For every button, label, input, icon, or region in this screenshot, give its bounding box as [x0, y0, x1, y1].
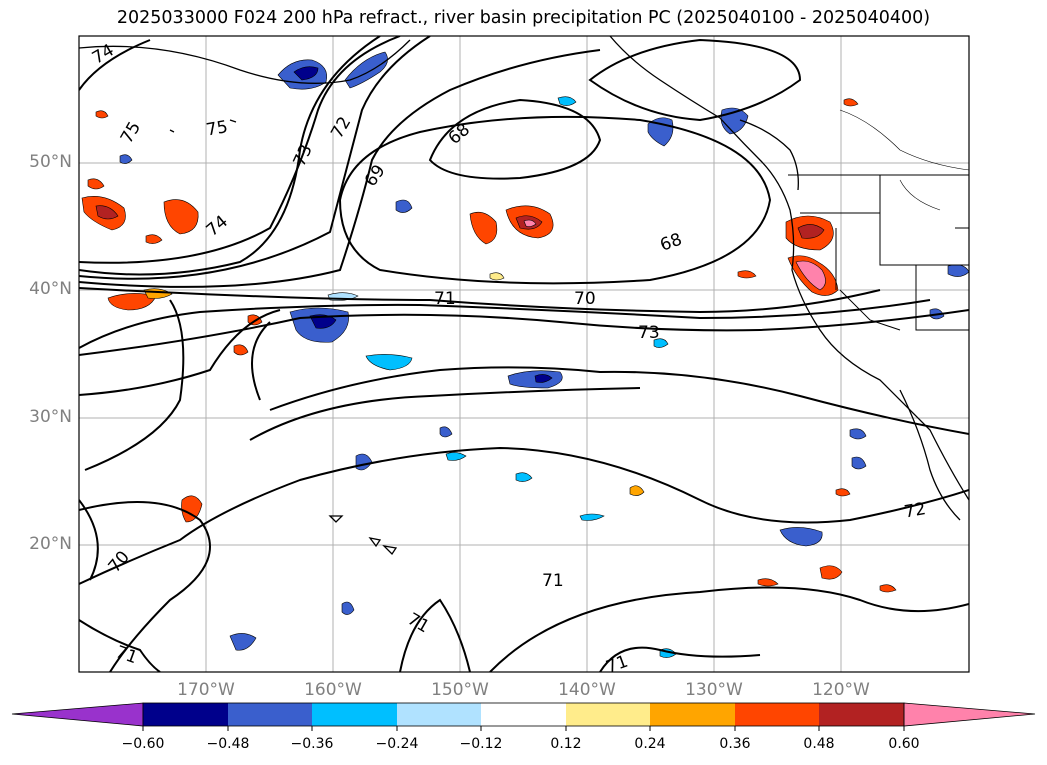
- contour-label: 71: [604, 652, 631, 678]
- lat-label-50n: 50°N: [29, 152, 72, 172]
- precip-patch: [309, 314, 337, 329]
- contour-label: 70: [574, 289, 596, 309]
- colorbar-tick-label: 0.48: [803, 736, 835, 752]
- colorbar-tick-label: 0.24: [634, 736, 666, 752]
- precip-patch: [233, 344, 249, 356]
- colorbar-bin: [143, 703, 228, 726]
- colorbar-tick-label: −0.24: [375, 736, 419, 752]
- contour-label: 73: [638, 323, 660, 343]
- precip-patch: [489, 272, 505, 281]
- inland-boundaries: [839, 109, 969, 211]
- contour-label: 75: [117, 118, 145, 147]
- colorbar-extend-low: [11, 702, 144, 727]
- precip-patch: [445, 452, 467, 461]
- precip-patch: [523, 219, 537, 227]
- lon-label-150w: 150°W: [431, 680, 489, 700]
- precip-patch: [849, 428, 867, 440]
- precip-patch: [365, 354, 413, 371]
- lon-label-140w: 140°W: [558, 680, 616, 700]
- contour-label: 75: [205, 117, 230, 140]
- precip-patch: [795, 260, 826, 291]
- lon-label-120w: 120°W: [812, 680, 870, 700]
- lat-label-30n: 30°N: [29, 407, 72, 427]
- colorbar-tick-label: 0.36: [719, 736, 751, 752]
- precip-patch: [107, 293, 157, 311]
- coastlines: [79, 36, 969, 556]
- colorbar-bin: [228, 703, 312, 726]
- colorbar-bin: [312, 703, 397, 726]
- precip-patch: [851, 456, 867, 470]
- contour-label: 72: [327, 113, 355, 142]
- precip-patch: [557, 96, 577, 106]
- precip-patch: [579, 513, 605, 521]
- colorbar-tick-label: 0.12: [550, 736, 582, 752]
- contour-label: 73: [290, 142, 317, 170]
- colorbar: [11, 702, 1036, 731]
- precip-patch: [879, 584, 897, 593]
- precip-patch: [344, 51, 388, 89]
- colorbar-tick-label: 0.60: [888, 736, 920, 752]
- precip-patch: [843, 98, 859, 107]
- precip-patch: [515, 472, 533, 482]
- precip-patch: [779, 527, 823, 547]
- precip-patch: [355, 453, 373, 471]
- precip-patch: [469, 211, 498, 245]
- colorbar-tick-label: −0.60: [121, 736, 165, 752]
- contour-label: 71: [542, 571, 564, 591]
- contour-label: 74: [89, 40, 118, 68]
- precip-patch: [534, 374, 553, 383]
- precip-patch: [229, 633, 257, 651]
- precip-patch: [819, 565, 843, 580]
- contour-label: 70: [105, 547, 134, 576]
- precip-patch: [163, 199, 199, 235]
- contour-label: 74: [203, 212, 232, 241]
- colorbar-tick-label: −0.36: [290, 736, 334, 752]
- lon-label-130w: 130°W: [685, 680, 743, 700]
- political-boundaries: [788, 174, 969, 331]
- precip-patch: [95, 205, 119, 220]
- precip-patch: [835, 488, 851, 497]
- contour-label: 72: [903, 499, 928, 522]
- lat-label-20n: 20°N: [29, 534, 72, 554]
- colorbar-bin: [397, 703, 481, 726]
- precip-patch: [145, 234, 163, 244]
- precip-patch: [797, 224, 825, 239]
- precip-patch: [293, 66, 319, 81]
- colorbar-bin: [819, 703, 904, 726]
- contour-label: 71: [434, 289, 456, 309]
- precip-patch: [653, 338, 669, 348]
- colorbar-tick-label: −0.48: [206, 736, 250, 752]
- lat-label-40n: 40°N: [29, 279, 72, 299]
- chart-title: 2025033000 F024 200 hPa refract., river …: [116, 8, 931, 28]
- colorbar-bin: [735, 703, 819, 726]
- precip-patch: [737, 270, 757, 279]
- colorbar-bin: [650, 703, 735, 726]
- precip-patch: [439, 426, 453, 438]
- precip-patch: [87, 178, 105, 190]
- colorbar-bin: [481, 703, 566, 726]
- contour-label: 68: [658, 230, 685, 256]
- precip-patch: [507, 370, 563, 389]
- precip-patch: [95, 110, 109, 119]
- contour-label: 71: [113, 642, 140, 668]
- colorbar-tick-label: −0.12: [459, 736, 503, 752]
- positive-precip-patches: [81, 98, 897, 593]
- colorbar-extend-high: [903, 702, 1036, 727]
- precip-patch: [341, 601, 355, 615]
- precip-patch: [119, 154, 133, 164]
- precip-patch: [395, 199, 413, 213]
- map-frame: [78, 35, 970, 673]
- lon-label-170w: 170°W: [177, 680, 235, 700]
- colorbar-bin: [566, 703, 650, 726]
- precip-patch: [757, 578, 779, 587]
- contour-label-layer: 74 75 75 74 73 72 69 68 68 71 70 73 72 7…: [89, 40, 928, 678]
- lon-label-160w: 160°W: [304, 680, 362, 700]
- precip-patch: [947, 264, 969, 277]
- precip-patch: [629, 485, 645, 496]
- contour-label: 71: [404, 609, 433, 637]
